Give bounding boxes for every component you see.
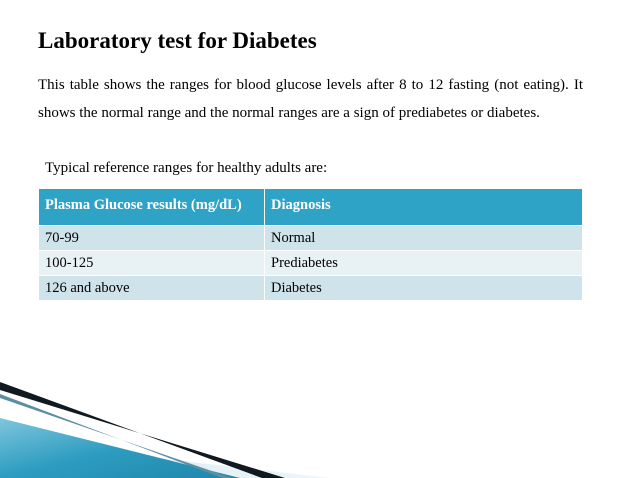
glucose-ranges-table: Plasma Glucose results (mg/dL) Diagnosis…	[39, 189, 582, 301]
decor-blue-wedge	[0, 418, 240, 478]
decor-dark-stripe	[0, 382, 285, 478]
header-diagnosis: Diagnosis	[265, 189, 582, 226]
header-glucose-results: Plasma Glucose results (mg/dL)	[39, 189, 265, 226]
glucose-range-cell: 100-125	[39, 251, 265, 276]
table-caption: Typical reference ranges for healthy adu…	[45, 160, 328, 176]
glucose-range-cell: 126 and above	[39, 276, 265, 301]
slide-title: Laboratory test for Diabetes	[38, 28, 317, 53]
diagnosis-cell: Diabetes	[265, 276, 582, 301]
diagnosis-cell: Normal	[265, 226, 582, 251]
intro-paragraph: This table shows the ranges for blood gl…	[38, 77, 583, 121]
table-row: 70-99 Normal	[39, 226, 582, 251]
glucose-range-cell: 70-99	[39, 226, 265, 251]
table-row: 100-125 Prediabetes	[39, 251, 582, 276]
table-row: 126 and above Diabetes	[39, 276, 582, 301]
decorative-corner-swoosh	[0, 382, 330, 478]
table-header-row: Plasma Glucose results (mg/dL) Diagnosis	[39, 189, 582, 226]
decor-pale-band	[0, 440, 330, 478]
decor-thin-stripe	[0, 394, 232, 478]
diagnosis-cell: Prediabetes	[265, 251, 582, 276]
